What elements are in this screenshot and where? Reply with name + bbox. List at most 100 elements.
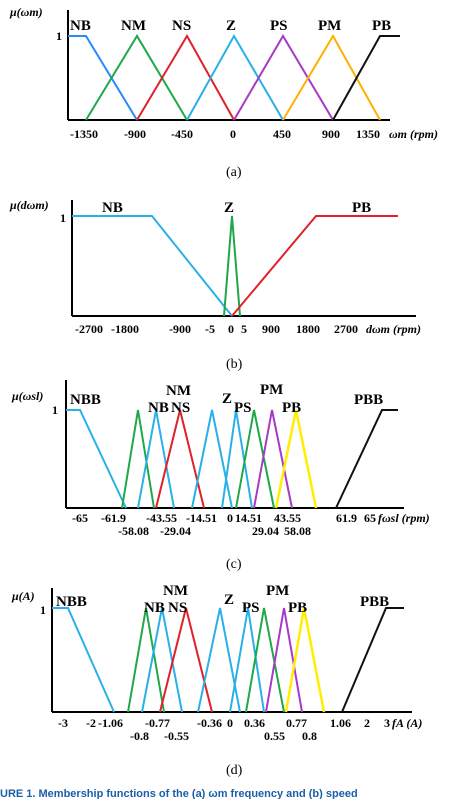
panel-a-x-tick: 1350 bbox=[356, 127, 380, 141]
panel-d-x-tick: 1.06 bbox=[330, 716, 351, 730]
panel-c-label-pm: PM bbox=[260, 382, 283, 398]
panel-d-x-tick: -3 bbox=[58, 716, 68, 730]
panel-d-x-tick-lower: -0.8 bbox=[130, 729, 149, 743]
panel-a-caption: (a) bbox=[226, 165, 242, 180]
panel-b-label-pb: PB bbox=[352, 200, 371, 216]
panel-c-label-pb: PB bbox=[282, 400, 301, 416]
panel-a-mf-ps bbox=[233, 34, 334, 121]
panel-d-mf-z bbox=[197, 607, 241, 713]
panel-b-mf-pb bbox=[231, 215, 398, 317]
panel-c-x-tick: 65 bbox=[364, 511, 376, 525]
panel-d-label-nb: NB bbox=[144, 600, 165, 616]
panel-d-mf-nb bbox=[127, 607, 165, 713]
panel-c-label-nbb: NBB bbox=[70, 392, 101, 408]
panel-b-x-tick: 2700 bbox=[334, 322, 358, 336]
panel-c-mf-pm bbox=[253, 409, 293, 509]
panel-b-x-tick: -2700 bbox=[75, 322, 103, 336]
panel-d-x-tick-lower: 0.8 bbox=[302, 729, 317, 743]
panel-d-mf-pbb bbox=[341, 607, 404, 713]
panel-b-label-nb: NB bbox=[102, 200, 123, 216]
panel-a-mf-nb bbox=[68, 35, 138, 121]
panel-b: μ(dωm) 1 NB Z PB -2700 -1800 -900 -5 0 5… bbox=[9, 198, 421, 372]
panel-d-x-tick-lower: -0.55 bbox=[164, 729, 189, 743]
panel-c-label-nb: NB bbox=[148, 400, 169, 416]
panel-a: μ(ωm) 1 NB NM NS Z PS PM PB -1350 -900 -… bbox=[9, 5, 438, 180]
panel-a-x-tick: -900 bbox=[124, 127, 146, 141]
panel-a-label-nb: NB bbox=[70, 18, 91, 34]
panel-d-label-pbb: PBB bbox=[360, 594, 389, 610]
panel-c-mf-z bbox=[191, 409, 233, 509]
panel-d-mf-ps-b bbox=[245, 607, 285, 713]
panel-d-mf-ps-a bbox=[229, 607, 265, 713]
panel-b-x-tick: 0 bbox=[228, 322, 234, 336]
panel-c-x-tick: -61.9 bbox=[101, 511, 126, 525]
panel-d-x-tick-lower: 0.55 bbox=[264, 729, 285, 743]
panel-b-caption: (b) bbox=[226, 357, 243, 372]
panel-d-x-tick: 0.36 bbox=[244, 716, 265, 730]
panel-c-mf-ps-b bbox=[235, 409, 275, 509]
panel-a-x-tick: 0 bbox=[230, 127, 236, 141]
panel-c-mf-ps-a bbox=[221, 409, 253, 509]
panel-c-x-tick: 43.55 bbox=[274, 511, 301, 525]
panel-d-label-pm: PM bbox=[266, 583, 289, 599]
panel-d: μ(A) 1 NBB NB NM NS Z PS PM PB PBB -3 -2… bbox=[11, 583, 422, 778]
panel-c-mf-nm bbox=[137, 409, 175, 509]
panel-b-x-tick: -5 bbox=[205, 322, 215, 336]
panel-c-x-tick: -65 bbox=[72, 511, 88, 525]
panel-a-mf-z bbox=[186, 33, 284, 121]
panel-d-mf-nm bbox=[141, 607, 183, 713]
panel-d-label-pb: PB bbox=[288, 600, 307, 616]
panel-c-x-tick: 14.51 bbox=[235, 511, 262, 525]
panel-a-label-pb: PB bbox=[372, 18, 391, 34]
panel-b-xlabel: dωm (rpm) bbox=[366, 322, 421, 336]
panel-c-label-pbb: PBB bbox=[354, 392, 383, 408]
panel-c-x-tick: 0 bbox=[227, 511, 233, 525]
panel-d-mf-nbb bbox=[52, 607, 115, 713]
panel-b-label-z: Z bbox=[224, 200, 234, 216]
panel-c-mf-ns bbox=[155, 409, 205, 509]
panel-a-mf-nm bbox=[85, 34, 188, 121]
panel-b-x-tick: 5 bbox=[241, 322, 247, 336]
panel-b-mf-nb bbox=[72, 215, 233, 317]
panel-c-x-tick: -14.51 bbox=[186, 511, 217, 525]
panel-d-label-ns: NS bbox=[168, 600, 187, 616]
panel-d-ylabel: μ(A) bbox=[11, 589, 35, 603]
panel-c-mf-pbb bbox=[335, 409, 398, 509]
panel-c-y-tick-1: 1 bbox=[52, 403, 58, 417]
panel-c-mf-nb bbox=[121, 409, 155, 509]
panel-b-mf-z bbox=[223, 215, 241, 317]
figure-footer-caption: URE 1. Membership functions of the (a) ω… bbox=[0, 788, 358, 799]
panel-a-ylabel: μ(ωm) bbox=[9, 5, 43, 19]
panel-a-mf-pb bbox=[332, 35, 400, 121]
panel-a-x-tick: -1350 bbox=[70, 127, 98, 141]
panel-d-label-nm: NM bbox=[163, 583, 188, 599]
panel-c-x-tick-lower: 58.08 bbox=[284, 524, 311, 538]
panel-d-caption: (d) bbox=[226, 763, 243, 778]
panel-b-y-tick-1: 1 bbox=[60, 211, 66, 225]
panel-d-x-tick: 0 bbox=[227, 716, 233, 730]
panel-a-label-ps: PS bbox=[270, 18, 288, 34]
panel-a-label-nm: NM bbox=[121, 18, 146, 34]
panel-a-label-z: Z bbox=[226, 18, 236, 34]
panel-d-mf-ns bbox=[159, 607, 213, 713]
panel-d-x-tick: -0.36 bbox=[197, 716, 222, 730]
panel-b-ylabel: μ(dωm) bbox=[9, 198, 49, 212]
panel-a-mf-ns bbox=[136, 33, 235, 121]
panel-d-x-tick: -1.06 bbox=[98, 716, 123, 730]
panel-c-label-nm: NM bbox=[166, 383, 191, 399]
panel-d-x-tick: -0.77 bbox=[145, 716, 170, 730]
panel-a-label-pm: PM bbox=[318, 18, 341, 34]
panel-b-x-tick: -1800 bbox=[111, 322, 139, 336]
panel-c: μ(ωsl) 1 NBB NB NM NS Z PS PM PB PBB -65… bbox=[11, 380, 430, 572]
panel-a-y-tick-1: 1 bbox=[56, 29, 62, 43]
panel-d-x-tick: 0.77 bbox=[286, 716, 307, 730]
panel-a-x-tick: -450 bbox=[171, 127, 193, 141]
panel-c-x-tick-lower: -58.08 bbox=[118, 524, 149, 538]
panel-c-mf-pb bbox=[274, 409, 318, 509]
panel-c-mf-nbb bbox=[66, 409, 127, 509]
panel-d-xlabel: fA (A) bbox=[392, 716, 422, 730]
panel-b-x-tick: 1800 bbox=[296, 322, 320, 336]
panel-a-xlabel: ωm (rpm) bbox=[389, 127, 438, 141]
panel-c-xlabel: fωsl (rpm) bbox=[378, 511, 430, 525]
